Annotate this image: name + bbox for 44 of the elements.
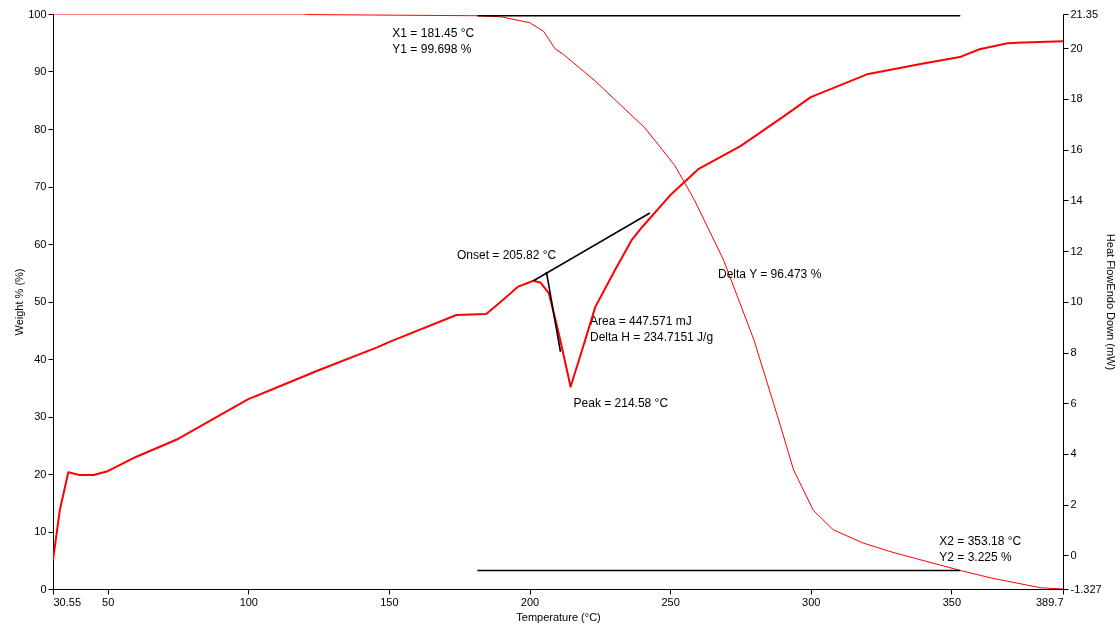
y2-axis-title: Heat FlowEndo Down (mW) <box>1104 233 1117 371</box>
annotation: Delta Y = 96.473 % <box>718 267 822 281</box>
y-tick-label: 30 <box>34 410 47 422</box>
x-tick-label: 200 <box>520 595 540 608</box>
x-tick-label: 250 <box>661 595 680 608</box>
y-tick-label: 70 <box>34 180 47 192</box>
y-tick-label: 80 <box>34 122 47 135</box>
x-tick-label: 350 <box>942 595 962 608</box>
y-axis-title: Weight % (%) <box>13 268 26 336</box>
y-tick-label: 0 <box>40 582 47 595</box>
y2-tick-label: 10 <box>1070 295 1083 308</box>
y2-tick-label: 20 <box>1070 41 1083 54</box>
annotation: X2 = 353.18 °C <box>939 534 1022 549</box>
annotation: Delta H = 234.7151 J/g <box>589 330 714 345</box>
y-tick-label: 20 <box>34 467 47 480</box>
y-tick-label: 100 <box>28 7 47 20</box>
y-tick-label: 60 <box>34 237 47 250</box>
x-tick-label: 389.7 <box>1035 595 1064 608</box>
y-tick-label: 90 <box>34 65 47 77</box>
x-tick-label: 150 <box>380 595 399 608</box>
y2-tick-label: -1.327 <box>1070 582 1102 595</box>
y2-tick-label: 14 <box>1070 193 1083 206</box>
x-tick-label: 50 <box>102 595 115 608</box>
x-axis-title: Temperature (°C) <box>516 610 601 623</box>
x-tick-label: 30.55 <box>53 595 82 608</box>
y2-tick-label: 16 <box>1070 143 1083 156</box>
y-tick-label: 50 <box>34 295 47 307</box>
y2-tick-label: 0 <box>1070 548 1077 561</box>
y2-tick-label: 12 <box>1070 244 1083 257</box>
y2-tick-label: 21.35 <box>1070 7 1099 20</box>
y2-tick-label: 6 <box>1070 396 1077 409</box>
annotation: Y2 = 3.225 % <box>939 550 1013 565</box>
y2-tick-label: 8 <box>1070 346 1077 358</box>
y2-tick-label: 18 <box>1070 92 1083 105</box>
annotation: Y1 = 99.698 % <box>392 41 472 56</box>
x-tick-label: 300 <box>802 595 821 608</box>
annotation: X1 = 181.45 °C <box>392 25 475 40</box>
x-tick-label: 100 <box>239 595 258 608</box>
y2-tick-label: 4 <box>1070 447 1077 460</box>
annotation: Peak = 214.58 °C <box>573 396 669 411</box>
y-tick-label: 10 <box>34 525 47 537</box>
y2-tick-label: 2 <box>1070 498 1077 511</box>
annotation: Onset = 205.82 °C <box>457 248 557 262</box>
y-tick-label: 40 <box>34 352 47 365</box>
